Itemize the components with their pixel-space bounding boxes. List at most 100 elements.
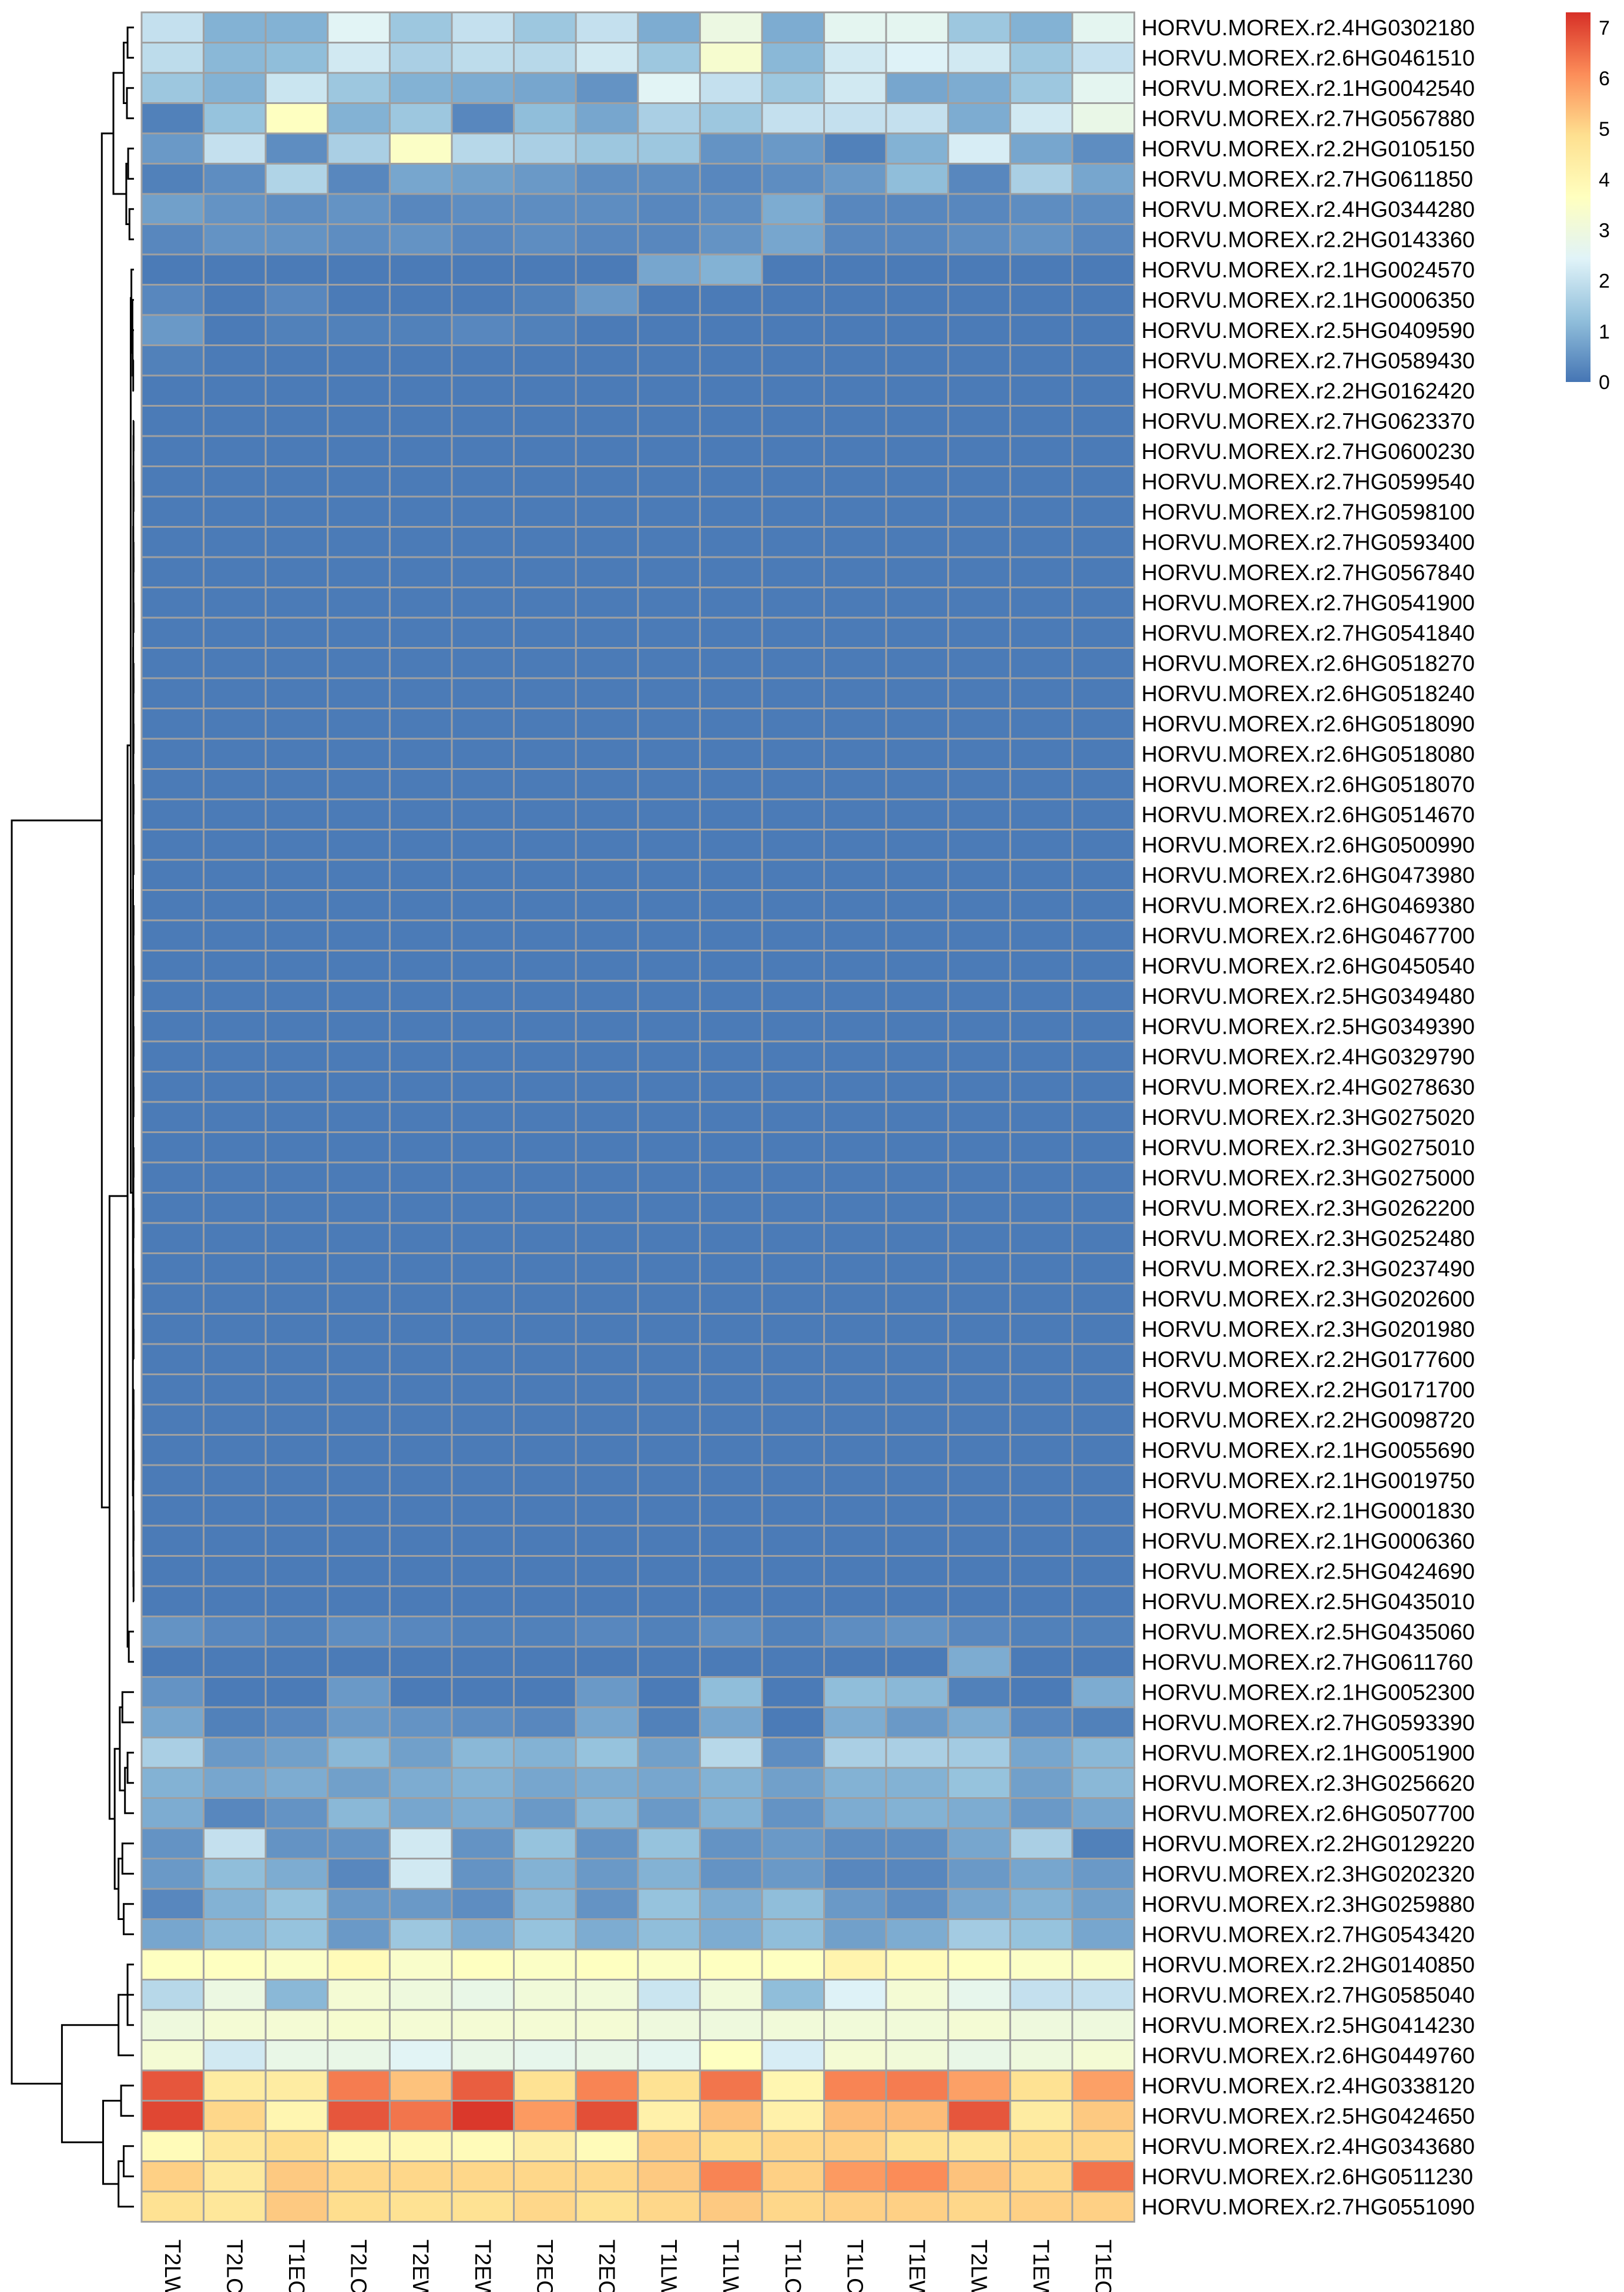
row-label: HORVU.MOREX.r2.1HG0042540 (1142, 76, 1475, 101)
heatmap-cell (264, 1343, 329, 1375)
heatmap-cell (327, 1646, 391, 1678)
heatmap-cell (451, 1676, 515, 1708)
row-label: HORVU.MOREX.r2.6HG0518080 (1142, 742, 1475, 767)
heatmap-cell (699, 616, 763, 649)
heatmap-cell (388, 616, 453, 649)
heatmap-cell (388, 102, 453, 135)
heatmap-cell (327, 919, 391, 951)
heatmap-cell (1071, 980, 1136, 1012)
heatmap-cell (388, 859, 453, 891)
heatmap-cell (451, 1737, 515, 1769)
heatmap-cell (575, 1524, 639, 1557)
heatmap-cell (761, 647, 826, 679)
heatmap-cell (823, 1979, 887, 2011)
heatmap-cell (203, 768, 267, 800)
heatmap-cell (637, 1040, 701, 1073)
heatmap-cell (1071, 556, 1136, 588)
heatmap-cell (947, 374, 1011, 407)
heatmap-cell (699, 2069, 763, 2102)
row-label: HORVU.MOREX.r2.4HG0302180 (1142, 16, 1475, 41)
heatmap-cell (1071, 950, 1136, 982)
heatmap-cell (513, 42, 577, 74)
heatmap-cell (451, 1131, 515, 1164)
column-label: T1EC_O (1091, 2240, 1115, 2292)
heatmap-cell (140, 163, 205, 195)
heatmap-cell (1071, 738, 1136, 770)
heatmap-cell (823, 919, 887, 951)
heatmap-cell (575, 465, 639, 498)
row-label: HORVU.MOREX.r2.6HG0511230 (1142, 2164, 1474, 2189)
heatmap-cell (327, 1767, 391, 1799)
row-label: HORVU.MOREX.r2.3HG0201980 (1142, 1317, 1475, 1342)
heatmap-cell (1009, 1555, 1073, 1587)
heatmap-cell (451, 647, 515, 679)
dendrogram-branch (118, 2160, 134, 2208)
heatmap-cell (823, 2160, 887, 2193)
heatmap-cell (761, 798, 826, 830)
heatmap-cell (761, 1010, 826, 1043)
heatmap-cell (1009, 1585, 1073, 1617)
heatmap-cell (947, 435, 1011, 467)
heatmap-cell (513, 2130, 577, 2162)
heatmap-cell (885, 587, 949, 619)
heatmap-cell (140, 738, 205, 770)
dendrogram-branch (126, 1751, 134, 1784)
heatmap-cell (947, 1706, 1011, 1738)
heatmap-cell (637, 42, 701, 74)
heatmap-cell (637, 1403, 701, 1436)
dendrogram-branch (127, 1630, 134, 1663)
heatmap-cell (388, 1827, 453, 1859)
heatmap-cell (947, 1979, 1011, 2011)
heatmap-cell (823, 1797, 887, 1829)
heatmap-cell (637, 1192, 701, 1224)
heatmap-cell (203, 526, 267, 558)
heatmap-cell (637, 1373, 701, 1406)
heatmap-cell (947, 950, 1011, 982)
heatmap-cell (388, 405, 453, 437)
heatmap-cell (451, 1858, 515, 1890)
heatmap-cell (264, 950, 329, 982)
heatmap-cell (264, 1101, 329, 1133)
heatmap-cell (203, 1403, 267, 1436)
column-labels: T2LW_O T2LC_Y T1EC_Y T2LC_O T2EW_Y T2EW_O T2EC… (160, 2240, 1115, 2292)
heatmap-cell (637, 1524, 701, 1557)
heatmap-cell (203, 1676, 267, 1708)
heatmap-cell (947, 587, 1011, 619)
heatmap-cell (575, 2069, 639, 2102)
heatmap-cell (761, 1040, 826, 1073)
heatmap-cell (699, 950, 763, 982)
heatmap-cell (637, 102, 701, 135)
heatmap-cell (264, 1676, 329, 1708)
heatmap-cell (513, 102, 577, 135)
heatmap-cell (388, 798, 453, 830)
row-label: HORVU.MOREX.r2.4HG0329790 (1142, 1045, 1475, 1070)
heatmap-cell (637, 1131, 701, 1164)
heatmap-cell (140, 1313, 205, 1345)
heatmap-cell (327, 1192, 391, 1224)
legend-colorbar (1566, 12, 1591, 382)
heatmap-cell (699, 980, 763, 1012)
heatmap-cell (140, 344, 205, 377)
dendrogram-branch (131, 299, 134, 354)
heatmap-cell (451, 889, 515, 922)
heatmap-cell (327, 768, 391, 800)
heatmap-cell (140, 1737, 205, 1769)
heatmap-cell (327, 980, 391, 1012)
heatmap-cell (575, 11, 639, 43)
heatmap-cell (1071, 889, 1136, 922)
heatmap-cell (1009, 889, 1073, 922)
heatmap-cell (699, 1979, 763, 2011)
heatmap-cell (575, 1858, 639, 1890)
heatmap-cell (388, 768, 453, 800)
heatmap-cell (823, 163, 887, 195)
heatmap-cell (327, 102, 391, 135)
heatmap-cell (823, 223, 887, 256)
heatmap-cell (264, 708, 329, 740)
heatmap-cell (947, 163, 1011, 195)
heatmap-cell (637, 253, 701, 286)
heatmap-cell (761, 1767, 826, 1799)
heatmap-cell (140, 1585, 205, 1617)
heatmap-cell (203, 405, 267, 437)
heatmap-cell (203, 738, 267, 770)
heatmap-cell (575, 1646, 639, 1678)
